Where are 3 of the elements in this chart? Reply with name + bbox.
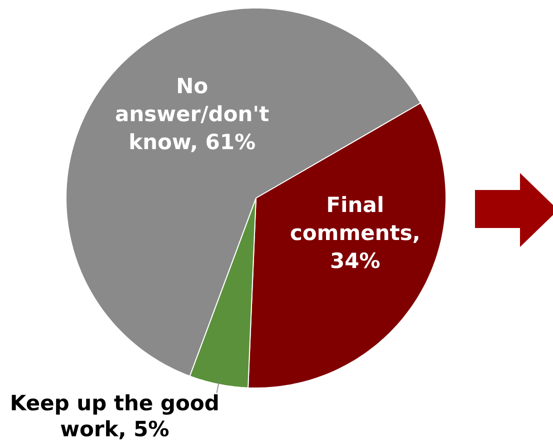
slice-label: Final comments, 34%: [290, 196, 418, 268]
slice-label: No answer/don't know, 61%: [116, 78, 269, 152]
slice-label: Keep up the good work, 5%: [12, 394, 218, 440]
